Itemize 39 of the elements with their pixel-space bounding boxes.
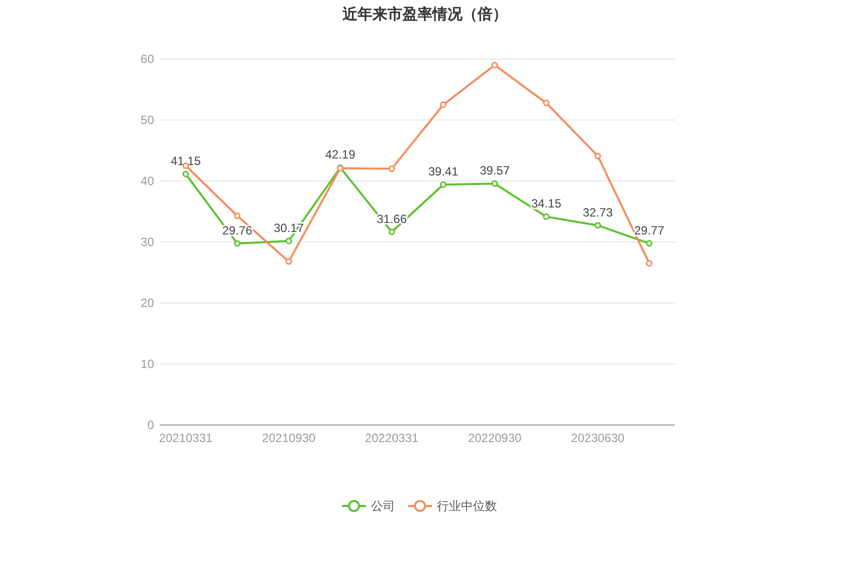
data-label: 41.15	[170, 154, 202, 168]
data-label: 39.57	[480, 164, 510, 178]
y-tick-label: 50	[140, 113, 154, 127]
point	[440, 181, 446, 188]
legend-label: 行业中位数	[437, 499, 497, 513]
point	[182, 170, 189, 178]
x-tick-label: 20220331	[365, 431, 419, 445]
y-tick-label: 20	[140, 296, 154, 310]
point	[492, 62, 498, 68]
point	[646, 240, 652, 247]
point	[286, 258, 292, 265]
point	[594, 222, 601, 229]
point	[594, 152, 601, 160]
point	[492, 180, 498, 187]
x-tick-label: 20230630	[571, 431, 625, 445]
point	[388, 228, 395, 236]
y-tick-label: 10	[140, 357, 154, 371]
y-tick-label: 60	[140, 52, 154, 66]
point	[646, 260, 652, 267]
point	[543, 100, 550, 106]
x-tick-label: 20220930	[468, 431, 522, 445]
point	[234, 240, 240, 247]
x-tick-label: 20210930	[262, 431, 316, 445]
point	[543, 213, 550, 220]
data-label: 39.41	[428, 164, 459, 179]
data-label: 29.77	[634, 223, 665, 238]
data-label: 34.15	[531, 196, 562, 211]
y-tick-label: 0	[147, 418, 154, 432]
legend-label: 公司	[371, 499, 395, 513]
point	[234, 212, 240, 220]
y-tick-label: 30	[140, 235, 154, 249]
point	[388, 166, 395, 172]
point	[286, 238, 292, 244]
x-tick-label: 20210331	[159, 431, 213, 445]
data-label: 42.19	[325, 148, 356, 162]
chart-title: 近年来市盈率情况（倍）	[342, 5, 508, 23]
y-tick-label: 40	[140, 174, 154, 188]
data-label: 32.73	[582, 205, 614, 220]
point	[440, 102, 446, 108]
